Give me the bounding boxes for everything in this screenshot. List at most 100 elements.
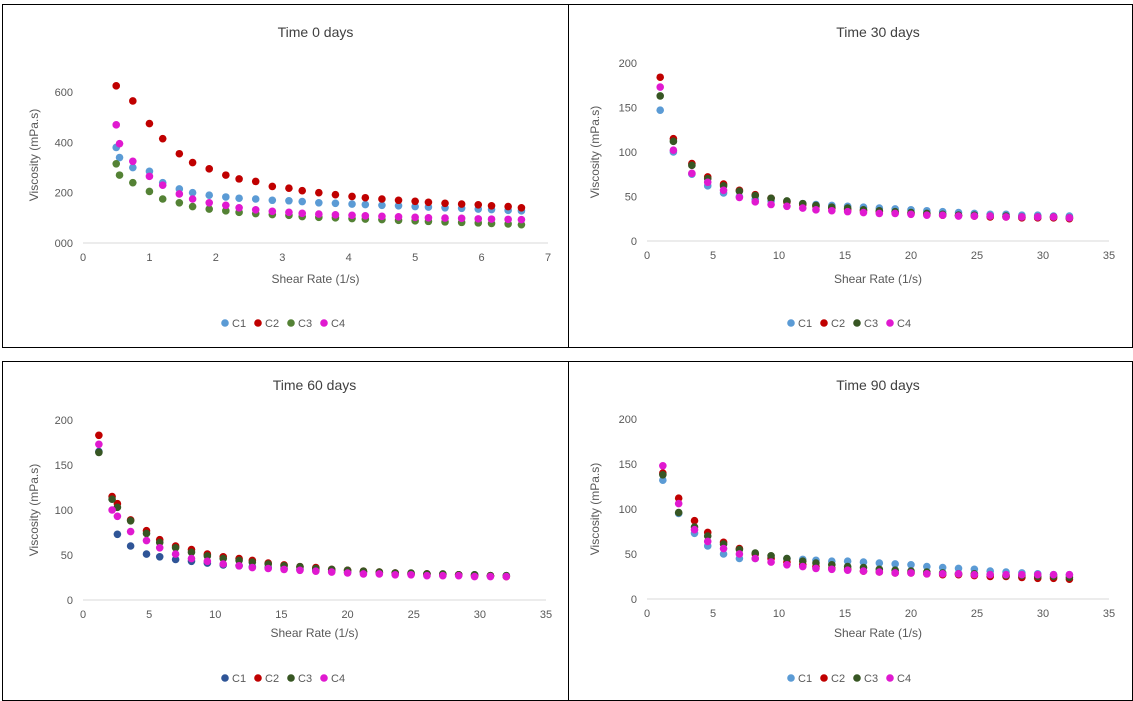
legend-marker <box>254 674 262 682</box>
data-point <box>828 206 836 215</box>
data-point <box>158 181 167 189</box>
chart-panel-time-90: Time 90 days 0 5 10 15 20 25 30 35 0 50 100 150 200 Sh… <box>568 361 1133 701</box>
chart-title: Time 60 days <box>273 377 357 393</box>
data-point <box>424 214 433 222</box>
data-point <box>222 193 230 201</box>
legend-label: C4 <box>331 673 345 685</box>
data-point <box>285 184 293 192</box>
data-point <box>175 198 184 207</box>
x-tick-label: 4 <box>346 252 352 264</box>
legend-marker <box>221 319 229 327</box>
data-point <box>219 554 228 563</box>
data-point <box>719 186 728 195</box>
data-point <box>783 202 791 211</box>
x-tick-label: 2 <box>213 252 219 264</box>
data-point <box>1065 570 1074 579</box>
data-point <box>187 548 196 557</box>
data-point <box>1065 214 1074 222</box>
chart-title: Time 30 days <box>836 24 920 40</box>
legend-marker <box>254 319 262 327</box>
data-point <box>285 196 293 205</box>
data-point <box>248 563 257 572</box>
data-point <box>205 198 214 207</box>
y-tick-label: 100 <box>619 147 637 159</box>
data-point <box>688 161 696 170</box>
data-point <box>142 529 151 538</box>
data-point <box>735 187 744 195</box>
data-point <box>327 568 336 576</box>
data-point <box>457 214 466 223</box>
data-point <box>142 550 151 558</box>
data-point <box>361 212 370 220</box>
data-point <box>751 549 760 557</box>
data-point <box>954 564 963 573</box>
data-point <box>656 92 664 100</box>
legend-label: C3 <box>864 318 878 330</box>
data-point <box>264 564 273 573</box>
scatter-chart: Time 0 days 0 1 2 3 4 5 6 7 000 200 400 600 Shear Rat… <box>27 24 551 330</box>
data-point <box>954 212 963 220</box>
scatter-chart: Time 60 days 0 5 10 15 20 25 30 35 0 50 100 150 200 Sh… <box>27 377 552 685</box>
data-point <box>1002 213 1010 221</box>
data-point <box>843 557 852 565</box>
series-c4 <box>112 121 526 224</box>
legend-label: C2 <box>265 673 279 685</box>
data-point <box>457 200 466 208</box>
y-tick-label: 100 <box>55 505 73 517</box>
y-axis-label: Viscosity (mPa.s) <box>588 463 602 555</box>
data-point <box>859 558 868 566</box>
data-point <box>812 206 820 214</box>
data-point <box>394 201 403 210</box>
data-point <box>331 199 340 208</box>
data-point <box>95 440 103 449</box>
data-point <box>674 494 683 502</box>
data-point <box>188 202 197 211</box>
x-tick-label: 5 <box>146 609 152 621</box>
data-point <box>423 571 431 580</box>
x-tick-label: 0 <box>644 608 650 620</box>
data-point <box>188 158 197 167</box>
data-point <box>315 210 323 218</box>
data-point <box>155 538 164 547</box>
y-tick-label: 150 <box>619 459 637 471</box>
series-c4 <box>659 462 1074 579</box>
data-point <box>923 211 931 219</box>
data-point <box>296 566 304 575</box>
data-point <box>235 556 243 565</box>
y-tick-label: 0 <box>631 594 637 606</box>
data-point <box>108 495 116 503</box>
data-point <box>251 177 260 186</box>
data-point <box>298 197 307 206</box>
data-point <box>375 570 384 578</box>
data-point <box>1033 213 1042 221</box>
data-point <box>938 570 947 578</box>
y-tick-label: 0 <box>631 236 637 248</box>
x-tick-label: 10 <box>773 608 785 620</box>
data-point <box>251 195 260 203</box>
data-point <box>145 172 154 181</box>
data-point <box>142 536 151 545</box>
legend-marker <box>287 319 295 327</box>
data-point <box>113 530 122 539</box>
data-point <box>1049 213 1058 221</box>
x-axis-label: Shear Rate (1/s) <box>834 272 922 286</box>
data-point <box>129 163 137 172</box>
data-point <box>923 570 931 578</box>
x-tick-label: 10 <box>209 609 221 621</box>
data-point <box>158 195 167 203</box>
data-point <box>470 572 479 581</box>
y-axis-label: Viscosity (mPa.s) <box>27 109 41 201</box>
data-point <box>674 499 683 508</box>
data-point <box>171 550 180 558</box>
legend-label: C1 <box>798 318 812 330</box>
data-point <box>891 569 899 577</box>
data-point <box>112 121 121 129</box>
data-point <box>669 137 678 146</box>
x-tick-label: 20 <box>905 608 917 620</box>
data-point <box>235 562 243 570</box>
legend-marker <box>886 674 894 682</box>
data-point <box>875 568 884 576</box>
series-c1 <box>656 106 1074 220</box>
data-point <box>703 537 712 546</box>
x-tick-label: 20 <box>905 250 917 262</box>
